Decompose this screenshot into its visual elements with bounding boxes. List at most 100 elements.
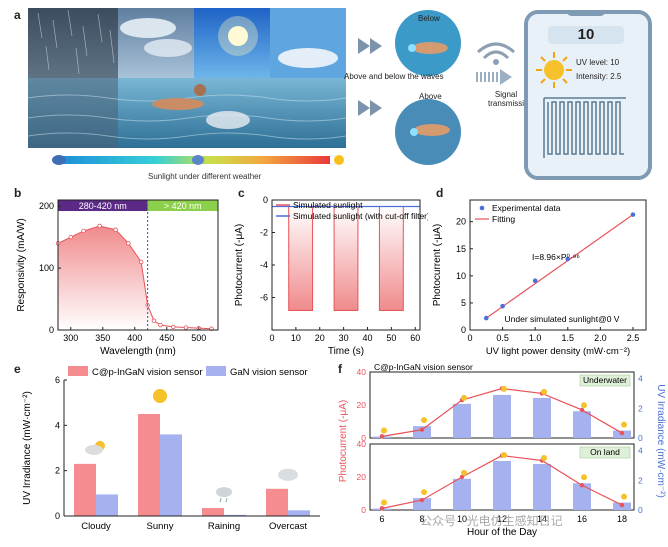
panel-tag-bg: [579, 446, 631, 459]
rain-cloud-icon: [216, 487, 232, 498]
bar-cpingan: [266, 488, 288, 516]
sun-icon: [421, 417, 427, 424]
signal-wifi-icon: [476, 42, 515, 85]
experimental-point: [565, 256, 571, 262]
sun-icon: [228, 26, 248, 46]
below-above-illustration: [358, 10, 461, 165]
raindrop: [219, 497, 222, 503]
data-point: [183, 325, 189, 330]
sun-icon: [501, 385, 507, 392]
x-tick-label: 40: [362, 333, 372, 343]
sun-icon: [381, 499, 387, 506]
experimental-point: [483, 315, 489, 321]
overcast-cloud-icon: [278, 468, 298, 481]
sun-icon: [461, 394, 467, 401]
uv-level-text: UV level: 10: [576, 58, 620, 67]
experimental-point: [532, 278, 538, 284]
annotation-text: Under simulated sunlight@0 V: [505, 314, 620, 324]
chart-c-photocurrent-time: 0 10 20 30 40 50 60 0 -2 -4 -6 Time (s) Photocurrent…: [234, 195, 428, 357]
fitting-line: [485, 214, 634, 319]
y-tick-label: 15: [456, 244, 466, 254]
x-tick-label: 50: [386, 333, 396, 343]
y-tick-label: -6: [260, 293, 268, 303]
y-tick-label: 40: [357, 367, 367, 377]
y-tick-label: 20: [357, 472, 367, 482]
sun-icon: [501, 451, 507, 458]
bar-cpingan: [74, 463, 96, 516]
weather-gradient-bar: [52, 155, 344, 165]
y-axis-label: Responsivity (mA/W): [16, 218, 27, 311]
uv-irradiance-bar: [453, 478, 471, 510]
photocurrent-point: [619, 502, 625, 508]
uv-irradiance-bar: [413, 498, 431, 510]
photocurrent-point: [419, 497, 425, 503]
y-tick-label: 0: [263, 195, 268, 205]
photocurrent-point: [419, 427, 425, 432]
x-tick-label: Overcast: [269, 521, 307, 532]
x-tick-label: Cloudy: [81, 521, 111, 532]
sun-icon: [461, 469, 467, 476]
phone-notch: [566, 10, 606, 16]
legend-label-fitting: Fitting: [492, 214, 515, 224]
legend-label-gan: GaN vision sensor: [230, 367, 308, 378]
photocurrent-pulse: [379, 206, 404, 311]
legend-label-cpingan: C@p-InGaN vision sensor: [92, 367, 203, 378]
y-axis-label: Photocurrent (-μA): [338, 400, 349, 482]
above-label: Above: [419, 92, 442, 101]
bar-cpingan: [202, 508, 224, 516]
y2-tick-label: 2: [638, 475, 643, 485]
y2-tick-label: 0: [638, 433, 643, 443]
band-uv: [58, 200, 148, 211]
y2-axis-label: UV Irradiance (mW·cm⁻²): [655, 384, 666, 498]
intensity-text: Intensity: 2.5: [576, 72, 622, 81]
partly-cloudy-icon: [192, 155, 204, 165]
cloud-icon: [85, 444, 103, 455]
rain-sky: [28, 8, 118, 78]
photocurrent-point: [579, 407, 585, 413]
panel-tag-label: Underwater: [583, 375, 627, 385]
panel-tag-bg: [579, 374, 631, 387]
x-tick-label: Sunny: [147, 521, 174, 532]
uv-irradiance-bar: [493, 394, 511, 438]
uv-irradiance-bar: [533, 397, 551, 438]
y-tick-label: 40: [357, 439, 367, 449]
uv-irradiance-bar: [453, 403, 471, 438]
phone-device: 10 UV level: 10 Intensity: 2.5: [524, 10, 652, 180]
x-tick-label: Raining: [208, 521, 240, 532]
sun-icon: [581, 474, 587, 481]
panel-f-label: f: [338, 362, 342, 376]
y-tick-label: 0: [461, 325, 466, 335]
legend-label-experimental: Experimental data: [492, 203, 561, 213]
panel-d-label: d: [436, 186, 444, 200]
signal-caption: Signal transmission: [488, 90, 533, 108]
x-tick-label: 18: [617, 514, 627, 524]
photocurrent-pulse: [288, 206, 313, 311]
uv-irradiance-bar: [573, 483, 591, 510]
y-tick-label: 4: [55, 420, 60, 430]
y-tick-label: 0: [55, 511, 60, 521]
data-point: [151, 318, 157, 323]
photocurrent-point: [379, 506, 385, 511]
bar-gan: [288, 510, 310, 516]
x-tick-label: 10: [457, 514, 467, 524]
legend-swatch-gan: [206, 366, 226, 376]
y2-tick-label: 2: [638, 403, 643, 413]
x-tick-label: 10: [291, 333, 301, 343]
y2-tick-label: 0: [638, 505, 643, 515]
panel-tag-label: On land: [590, 447, 620, 457]
x-tick-label: 0: [467, 333, 472, 343]
sun-icon: [421, 489, 427, 496]
weather-photo-collage: [28, 8, 346, 148]
bar-gan: [96, 494, 118, 516]
x-axis-label: Time (s): [328, 346, 364, 357]
x-axis-label: Wavelength (nm): [100, 346, 176, 357]
legend-swatch-cpingan: [68, 366, 88, 376]
y-tick-label: 10: [456, 271, 466, 281]
fit-equation: I=8.96×P⁰·⁹⁶: [532, 252, 580, 262]
panel-b-label: b: [14, 186, 22, 200]
sun-icon: [621, 421, 627, 428]
data-point: [113, 227, 118, 232]
simulated-sunlight-line: [272, 206, 420, 311]
experimental-point: [500, 303, 505, 309]
y-tick-label: 100: [39, 263, 54, 273]
